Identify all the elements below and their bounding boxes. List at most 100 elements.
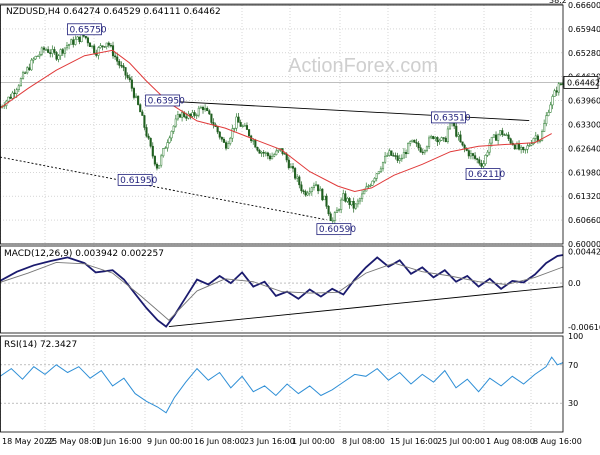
- candle-body: [130, 79, 133, 89]
- candle-body: [32, 58, 35, 61]
- candle-body: [509, 138, 512, 144]
- candle-body: [74, 39, 77, 45]
- candle-body: [490, 136, 493, 144]
- rsi-line: [0, 356, 564, 414]
- candle-body: [356, 200, 359, 205]
- candle-body: [227, 143, 230, 149]
- fib-level-label: 38.2: [549, 0, 567, 5]
- candle-body: [97, 47, 100, 56]
- candle-body: [208, 110, 211, 115]
- x-tick-label: 1 Jun 16:00: [96, 437, 142, 446]
- candle-body: [300, 184, 303, 192]
- candle-body: [11, 92, 14, 99]
- candle-body: [224, 142, 228, 149]
- candle-body: [312, 185, 315, 189]
- candle-body: [407, 143, 410, 155]
- trendline-dashed: [0, 156, 327, 221]
- candle-body: [49, 52, 52, 54]
- rsi-y-tick: 100: [568, 332, 583, 341]
- y-tick-label: 0.66600: [568, 1, 600, 10]
- price-annotation-box: [316, 223, 352, 236]
- candle-body: [40, 47, 43, 55]
- candle-body: [423, 150, 426, 153]
- candle-body: [545, 115, 548, 124]
- candle-body: [296, 176, 299, 179]
- candle-body: [478, 159, 481, 164]
- candle-body: [116, 56, 119, 62]
- price-annotation-box: [67, 23, 102, 36]
- candle-body: [120, 65, 123, 67]
- candle-body: [204, 108, 207, 111]
- macd-signal-line: [0, 261, 564, 321]
- candle-body: [206, 108, 209, 112]
- candle-body: [172, 125, 175, 132]
- candle-body: [252, 140, 255, 142]
- candle-body: [474, 155, 477, 159]
- candle-body: [72, 39, 75, 45]
- candle-body: [379, 168, 382, 172]
- candle-body: [9, 96, 12, 99]
- candle-body: [162, 148, 165, 157]
- candle-body: [78, 36, 81, 42]
- candle-body: [327, 206, 330, 215]
- candle-body: [118, 61, 121, 66]
- candle-body: [319, 188, 322, 192]
- x-tick-label: 25 May 08:00: [47, 437, 102, 446]
- candle-body: [103, 46, 106, 48]
- candle-body: [386, 155, 389, 157]
- candle-body: [289, 166, 292, 169]
- candle-body: [210, 113, 213, 123]
- candle-body: [434, 137, 437, 139]
- x-tick-label: 8 Jul 08:00: [342, 437, 385, 446]
- candle-body: [193, 112, 196, 116]
- candle-body: [517, 143, 521, 150]
- candle-body: [245, 125, 249, 130]
- x-tick-label: 1 Jul 00:00: [292, 437, 335, 446]
- candle-body: [88, 42, 92, 47]
- candle-body: [484, 155, 487, 165]
- candle-body: [503, 134, 506, 136]
- candle-body: [361, 193, 364, 200]
- y-tick-label: 0.63300: [568, 121, 600, 130]
- candle-body: [346, 198, 349, 202]
- candle-body: [381, 161, 385, 170]
- candle-body: [271, 155, 274, 160]
- candle-body: [388, 150, 391, 156]
- candle-body: [86, 37, 89, 44]
- candle-body: [350, 200, 353, 206]
- candle-body: [438, 140, 441, 143]
- last-price-tag: [563, 76, 599, 89]
- candle-body: [155, 163, 159, 169]
- price-annotation-label: 0.61950: [120, 176, 157, 186]
- candle-body: [444, 137, 447, 143]
- candle-body: [551, 96, 554, 106]
- y-tick-label: 0.61320: [568, 192, 600, 201]
- candle-body: [409, 141, 412, 144]
- candle-body: [185, 116, 188, 119]
- price-annotation-label: 0.63950: [148, 96, 185, 106]
- candle-body: [231, 128, 234, 139]
- candle-body: [181, 112, 184, 118]
- candle-body: [63, 47, 66, 54]
- candle-body: [377, 171, 380, 174]
- candle-body: [30, 59, 33, 71]
- macd-y-tick: 0.0: [568, 279, 581, 288]
- price-annotation-box: [430, 111, 466, 124]
- candle-body: [559, 83, 562, 85]
- candle-body: [367, 185, 370, 188]
- candle-body: [497, 134, 500, 141]
- candle-body: [59, 49, 62, 56]
- candle-body: [93, 45, 96, 54]
- candle-body: [166, 142, 169, 149]
- x-tick-label: 23 Jun 16:00: [244, 437, 295, 446]
- candle-body: [488, 142, 491, 153]
- candle-body: [34, 56, 37, 60]
- price-annotation-label: 0.63510: [433, 113, 470, 123]
- candle-body: [373, 178, 376, 182]
- candle-body: [417, 143, 420, 148]
- candle-body: [501, 130, 504, 135]
- candle-body: [80, 34, 83, 42]
- candle-body: [528, 144, 531, 147]
- candle-body: [68, 44, 71, 46]
- candle-body: [463, 144, 466, 149]
